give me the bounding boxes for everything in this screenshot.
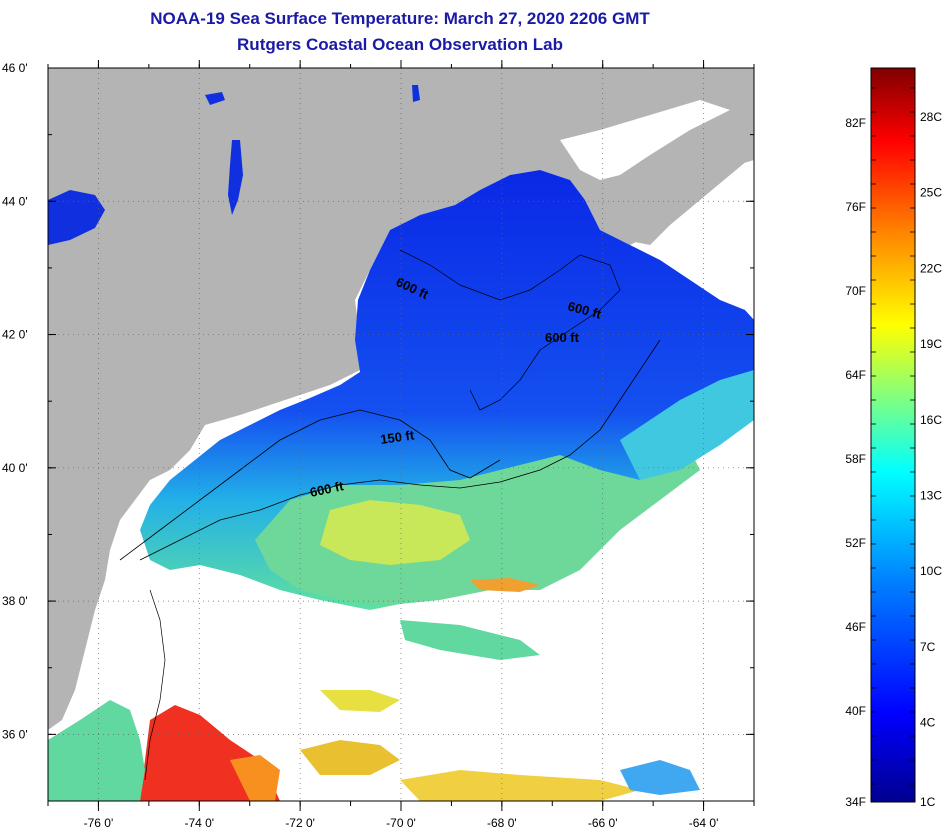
warm-filament xyxy=(470,578,540,592)
southern-patch-3 xyxy=(400,770,640,801)
colorbar-gradient xyxy=(870,67,916,803)
colorbar-f-label: 34F xyxy=(845,795,866,809)
land-mass xyxy=(48,68,754,730)
colorbar-c-label: 25C xyxy=(920,186,942,200)
slope-water xyxy=(255,450,700,605)
lat-tick-label: 44 0' xyxy=(2,194,28,208)
colorbar-c-label: 22C xyxy=(920,261,942,275)
lat-tick-label: 36 0' xyxy=(2,727,28,741)
lon-tick-label: -68 0' xyxy=(487,816,517,830)
contour-label-600-shelf: 600 ft xyxy=(309,478,346,500)
lon-tick-label: -76 0' xyxy=(84,816,114,830)
southern-patch-2 xyxy=(300,740,400,775)
lake-small xyxy=(205,92,225,105)
graticule xyxy=(48,68,754,801)
moosehead-lake xyxy=(412,85,420,102)
colorbar-c-label: 28C xyxy=(920,110,942,124)
colorbar-c-label: 4C xyxy=(920,716,936,730)
contour-600ft xyxy=(139,339,661,561)
lon-tick-label: -66 0' xyxy=(588,816,618,830)
map-axes: 46 0' 44 0' 42 0' 40 0' 38 0' 36 0' -76 0' -74 … xyxy=(2,60,755,830)
southern-patch-4 xyxy=(400,620,540,660)
colorbar-c-label: 7C xyxy=(920,640,936,654)
map-area: 600 ft 600 ft 600 ft 150 ft 600 ft xyxy=(48,68,754,801)
colorbar-f-label: 70F xyxy=(845,284,866,298)
nc-coastal-water xyxy=(48,700,145,801)
lake-ontario xyxy=(48,190,105,245)
lat-tick-label: 40 0' xyxy=(2,461,28,475)
colorbar-f-label: 46F xyxy=(845,620,866,634)
colorbar-f-label: 76F xyxy=(845,200,866,214)
warm-eddy xyxy=(320,500,470,565)
colorbar-c-label: 16C xyxy=(920,413,942,427)
colorbar-f-label: 64F xyxy=(845,368,866,382)
contour-label-600-georges: 600 ft xyxy=(545,330,580,345)
southern-patch-1 xyxy=(320,690,400,712)
contour-150ft xyxy=(119,409,501,561)
colorbar-c-label: 10C xyxy=(920,564,942,578)
map-subtitle: Rutgers Coastal Ocean Observation Lab xyxy=(237,35,563,54)
lat-tick-label: 38 0' xyxy=(2,594,28,608)
contour-gulf-of-maine xyxy=(399,249,621,411)
colorbar-f-label: 40F xyxy=(845,704,866,718)
offshore-patch xyxy=(620,370,754,480)
lon-tick-label: -70 0' xyxy=(386,816,416,830)
map-title: NOAA-19 Sea Surface Temperature: March 2… xyxy=(150,9,650,28)
colorbar-f-label: 58F xyxy=(845,452,866,466)
lat-tick-label: 46 0' xyxy=(2,61,28,75)
lon-tick-label: -74 0' xyxy=(184,816,214,830)
contour-label-150: 150 ft xyxy=(379,427,415,447)
lat-tick-label: 42 0' xyxy=(2,328,28,342)
lon-tick-label: -72 0' xyxy=(285,816,315,830)
colorbar: 82F 76F 70F 64F 58F 52F 46F 40F 34F 28C 25C 22C 19C 1… xyxy=(845,67,942,809)
contour-coastal xyxy=(144,589,166,781)
gulf-stream-orange xyxy=(230,755,280,801)
nova-scotia-land xyxy=(610,120,754,245)
lon-tick-label: -64 0' xyxy=(689,816,719,830)
colorbar-c-label: 13C xyxy=(920,489,942,503)
colorbar-c-label: 1C xyxy=(920,795,936,809)
colorbar-f-label: 52F xyxy=(845,536,866,550)
colorbar-labels: 82F 76F 70F 64F 58F 52F 46F 40F 34F 28C 25C 22C 19C 1… xyxy=(845,87,942,809)
bay-of-fundy xyxy=(560,100,730,180)
colorbar-f-label: 82F xyxy=(845,116,866,130)
colorbar-c-label: 19C xyxy=(920,337,942,351)
southern-patch-5 xyxy=(620,760,700,795)
lake-champlain xyxy=(228,140,243,215)
